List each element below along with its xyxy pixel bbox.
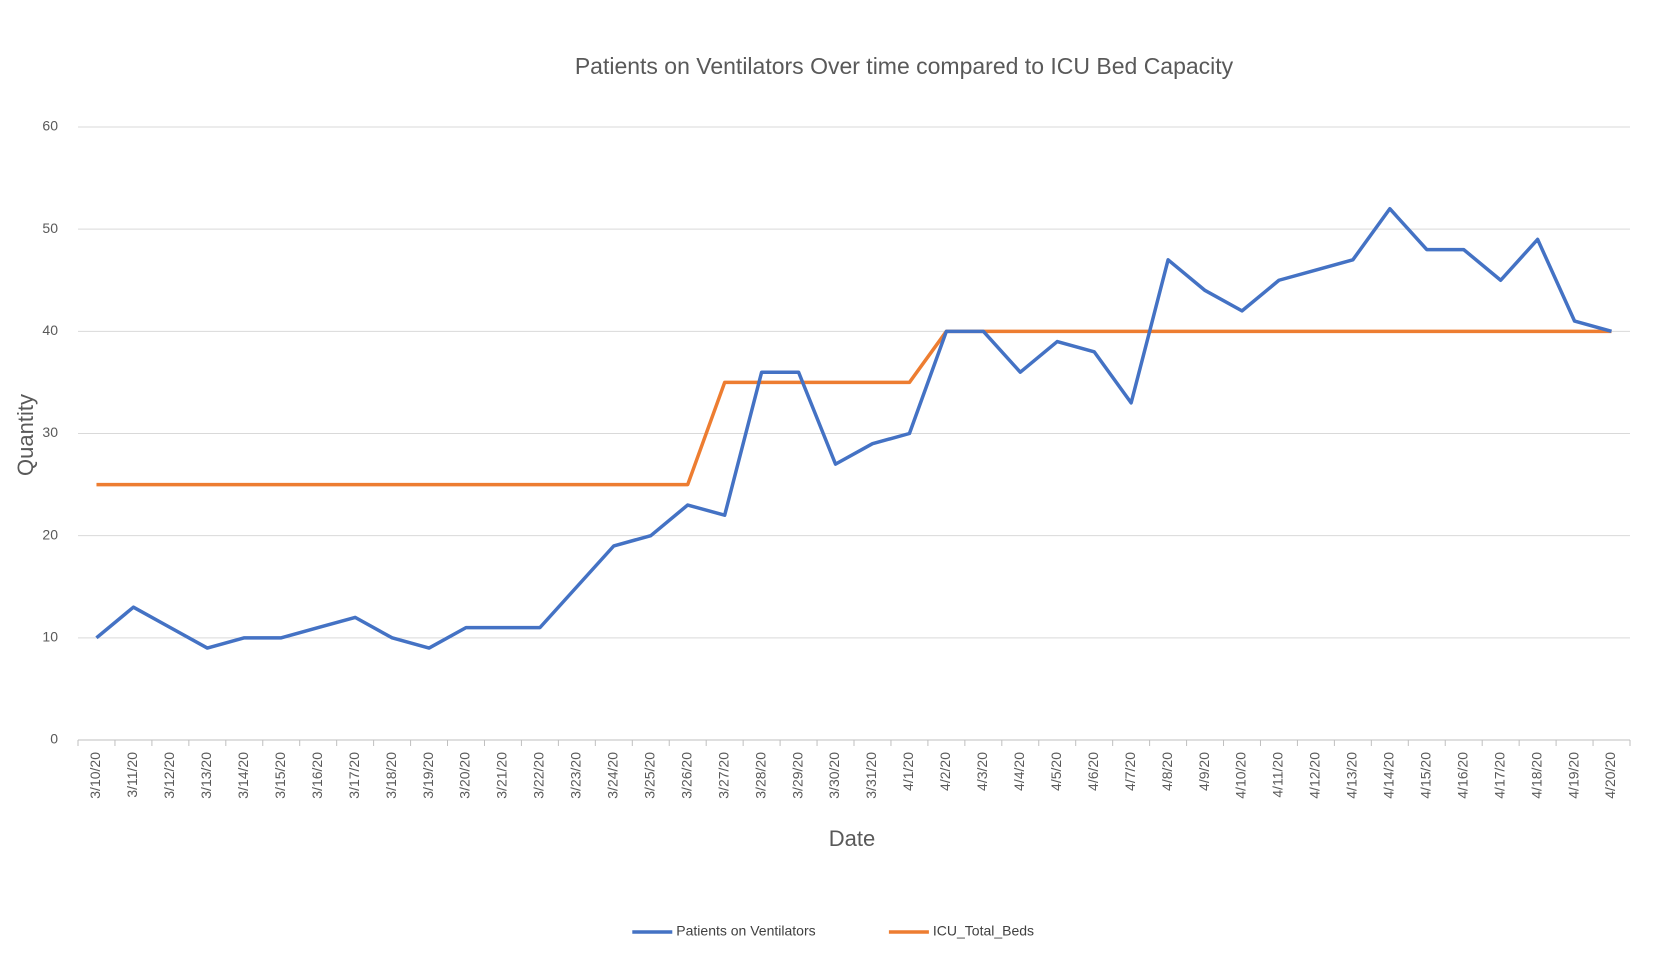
series-line [96,329,1612,487]
x-tick-label: 4/19/20 [1565,752,1581,799]
x-tick-label: 3/11/20 [124,752,140,798]
x-tick-label: 3/28/20 [752,752,768,799]
y-tick-label: 40 [42,322,58,338]
x-tick-label: 3/21/20 [494,752,510,799]
x-tick-label: 4/7/20 [1122,752,1138,791]
y-tick-label: 50 [42,220,58,236]
x-tick-label: 4/4/20 [1011,752,1027,791]
x-tick-label: 3/27/20 [715,752,731,799]
x-tick-label: 3/18/20 [383,752,399,799]
x-tick-label: 3/25/20 [641,752,657,799]
x-tick-label: 3/23/20 [568,752,584,799]
legend-label: Patients on Ventilators [676,923,815,939]
x-tick-label: 3/19/20 [420,752,436,799]
series-line [95,206,1612,650]
x-tick-label: 4/11/20 [1270,752,1286,798]
x-tick-label: 4/6/20 [1085,752,1101,791]
x-tick-label: 3/22/20 [531,752,547,799]
legend-label: ICU_Total_Beds [933,923,1034,939]
x-tick-label: 3/30/20 [826,752,842,799]
x-tick-label: 4/17/20 [1491,752,1507,799]
x-tick-label: 3/26/20 [678,752,694,799]
x-tick-label: 4/1/20 [900,752,916,791]
x-tick-label: 4/8/20 [1159,752,1175,791]
x-tick-label: 4/14/20 [1381,752,1397,799]
x-tick-label: 4/12/20 [1307,752,1323,799]
x-tick-label: 4/16/20 [1454,752,1470,799]
x-tick-label: 4/10/20 [1233,752,1249,799]
x-tick-label: 3/10/20 [87,752,103,799]
x-tick-label: 4/20/20 [1602,752,1618,799]
x-tick-label: 3/24/20 [605,752,621,799]
x-tick-label: 3/17/20 [346,752,362,799]
y-tick-label: 20 [42,526,58,542]
x-tick-label: 3/13/20 [198,752,214,799]
x-axis-title: Date [829,826,875,851]
x-tick-label: 4/5/20 [1048,752,1064,791]
x-tick-label: 3/20/20 [457,752,473,799]
x-tick-label: 4/3/20 [974,752,990,791]
x-tick-label: 4/13/20 [1344,752,1360,799]
x-tick-label: 4/9/20 [1196,752,1212,791]
x-tick-label: 4/15/20 [1417,752,1433,799]
y-tick-label: 30 [42,424,58,440]
x-tick-label: 4/2/20 [937,752,953,791]
x-tick-label: 3/15/20 [272,752,288,799]
chart-title: Patients on Ventilators Over time compar… [575,53,1234,79]
y-tick-label: 60 [42,118,58,134]
x-tick-label: 3/14/20 [235,752,251,799]
x-tick-label: 3/16/20 [309,752,325,799]
x-tick-label: 3/31/20 [863,752,879,799]
x-tick-label: 3/29/20 [789,752,805,799]
x-tick-label: 3/12/20 [161,752,177,799]
y-axis-title: Quantity [13,394,38,476]
x-tick-label: 4/18/20 [1528,752,1544,799]
y-tick-label: 0 [50,731,58,747]
y-tick-label: 10 [42,629,58,645]
